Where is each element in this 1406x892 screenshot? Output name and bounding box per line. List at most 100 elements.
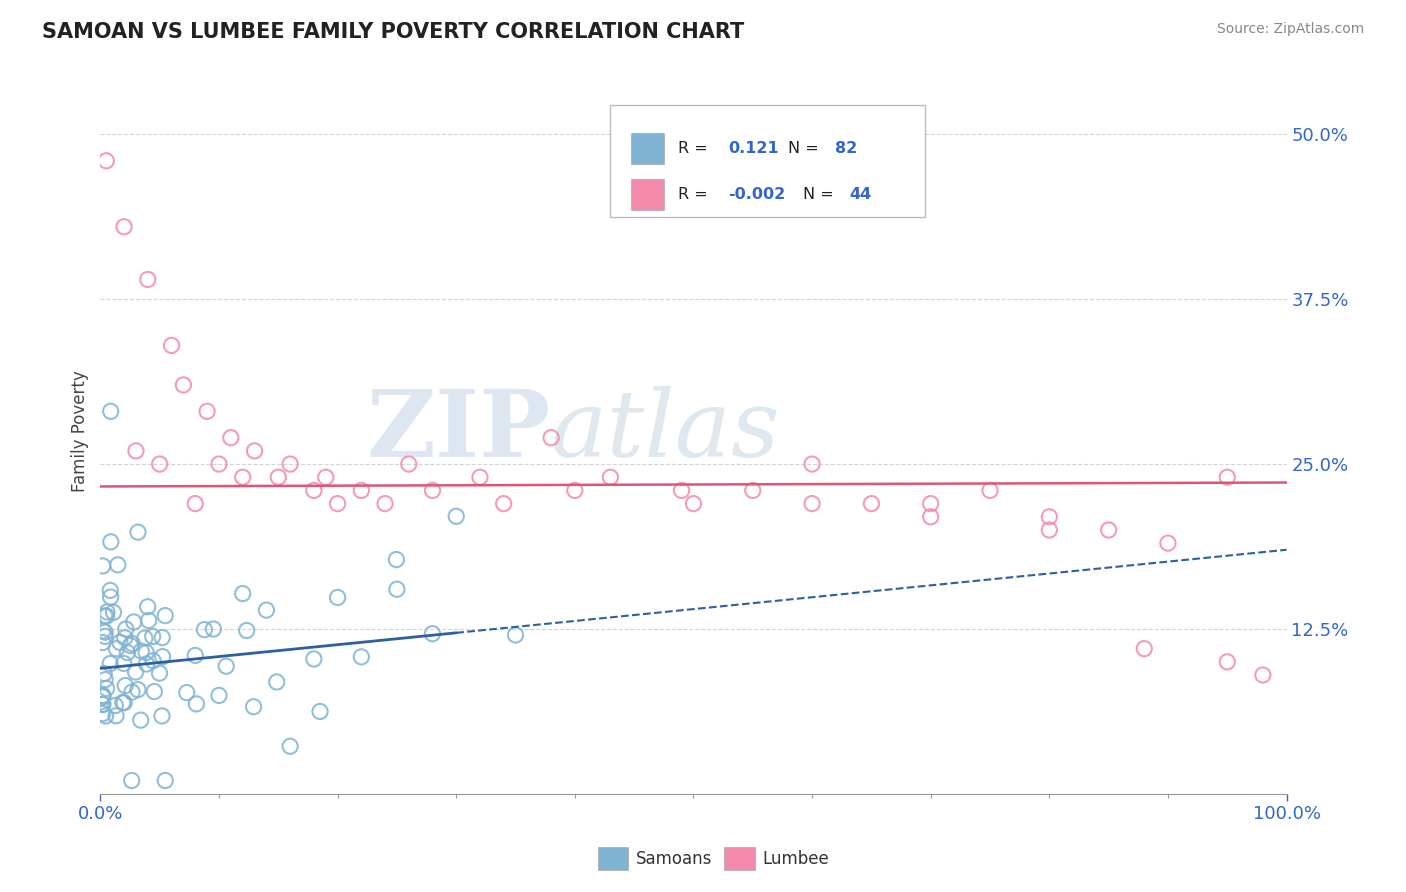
Point xyxy=(100,590,122,604)
Point xyxy=(111,695,134,709)
Point xyxy=(120,639,142,653)
Point xyxy=(1216,655,1239,669)
Text: R =: R = xyxy=(678,141,713,156)
Point xyxy=(142,654,165,668)
Point xyxy=(136,272,159,286)
Point xyxy=(184,497,207,511)
Text: N =: N = xyxy=(789,141,824,156)
Point xyxy=(741,483,763,498)
Point xyxy=(121,773,143,788)
Point xyxy=(129,644,152,658)
Point xyxy=(91,690,114,704)
Text: Source: ZipAtlas.com: Source: ZipAtlas.com xyxy=(1216,22,1364,37)
Point xyxy=(94,625,117,640)
Point xyxy=(1157,536,1180,550)
Point xyxy=(104,698,127,713)
Point xyxy=(801,497,824,511)
Point xyxy=(112,219,135,234)
Point xyxy=(91,698,114,712)
Point xyxy=(103,606,125,620)
Point xyxy=(91,635,114,649)
Point xyxy=(208,689,231,703)
Point xyxy=(94,629,117,643)
Point xyxy=(979,483,1001,498)
Point xyxy=(91,706,114,721)
Point xyxy=(374,497,396,511)
Point xyxy=(122,615,145,629)
Point xyxy=(682,497,704,511)
Point xyxy=(114,622,136,636)
Point xyxy=(112,657,135,671)
Point xyxy=(93,666,115,681)
Point xyxy=(1133,641,1156,656)
Text: 44: 44 xyxy=(849,187,872,202)
Point xyxy=(186,697,208,711)
Point xyxy=(143,684,166,698)
Point xyxy=(1098,523,1121,537)
Point xyxy=(94,673,117,687)
Point xyxy=(127,682,149,697)
Point xyxy=(422,483,444,498)
Point xyxy=(1038,509,1060,524)
Point xyxy=(564,483,586,498)
Point xyxy=(114,679,136,693)
Point xyxy=(801,457,824,471)
Text: N =: N = xyxy=(803,187,838,202)
Point xyxy=(254,603,277,617)
Point xyxy=(243,443,266,458)
Point xyxy=(112,696,135,710)
Point xyxy=(155,773,177,788)
Point xyxy=(202,622,225,636)
Point xyxy=(505,628,527,642)
Point xyxy=(91,690,114,704)
Point xyxy=(105,708,128,723)
Point xyxy=(350,649,373,664)
Point xyxy=(127,525,149,540)
Point xyxy=(100,534,122,549)
Point xyxy=(193,623,215,637)
Point xyxy=(278,457,301,471)
Point xyxy=(100,404,122,418)
Point xyxy=(309,705,332,719)
Point xyxy=(91,697,114,711)
Point xyxy=(136,599,159,614)
Point xyxy=(350,483,373,498)
Point xyxy=(492,497,515,511)
Point xyxy=(385,582,408,597)
Point xyxy=(235,624,257,638)
Point xyxy=(860,497,883,511)
Text: SAMOAN VS LUMBEE FAMILY POVERTY CORRELATION CHART: SAMOAN VS LUMBEE FAMILY POVERTY CORRELAT… xyxy=(42,22,744,42)
Point xyxy=(215,659,238,673)
Text: atlas: atlas xyxy=(551,386,780,476)
Point xyxy=(138,614,160,628)
Point xyxy=(540,431,562,445)
Point xyxy=(385,552,408,566)
Bar xyxy=(631,179,664,210)
Point xyxy=(920,509,942,524)
Point xyxy=(208,457,231,471)
Point xyxy=(152,649,174,664)
Point xyxy=(195,404,218,418)
Point xyxy=(599,470,621,484)
Point xyxy=(155,608,177,623)
Point xyxy=(326,497,349,511)
Point xyxy=(121,685,143,699)
Point xyxy=(278,739,301,754)
Point xyxy=(96,153,118,168)
Point xyxy=(148,666,170,681)
Point xyxy=(96,681,118,696)
Point xyxy=(149,457,172,471)
Point xyxy=(142,630,165,644)
Point xyxy=(266,675,288,690)
Point xyxy=(94,709,117,723)
Point xyxy=(98,657,121,671)
Text: 0.121: 0.121 xyxy=(728,141,779,156)
Point xyxy=(125,443,148,458)
Point xyxy=(302,483,325,498)
Point xyxy=(1216,470,1239,484)
Point xyxy=(422,626,444,640)
Point xyxy=(150,709,173,723)
Point xyxy=(176,685,198,699)
Point xyxy=(93,608,115,623)
Point xyxy=(1251,668,1274,682)
